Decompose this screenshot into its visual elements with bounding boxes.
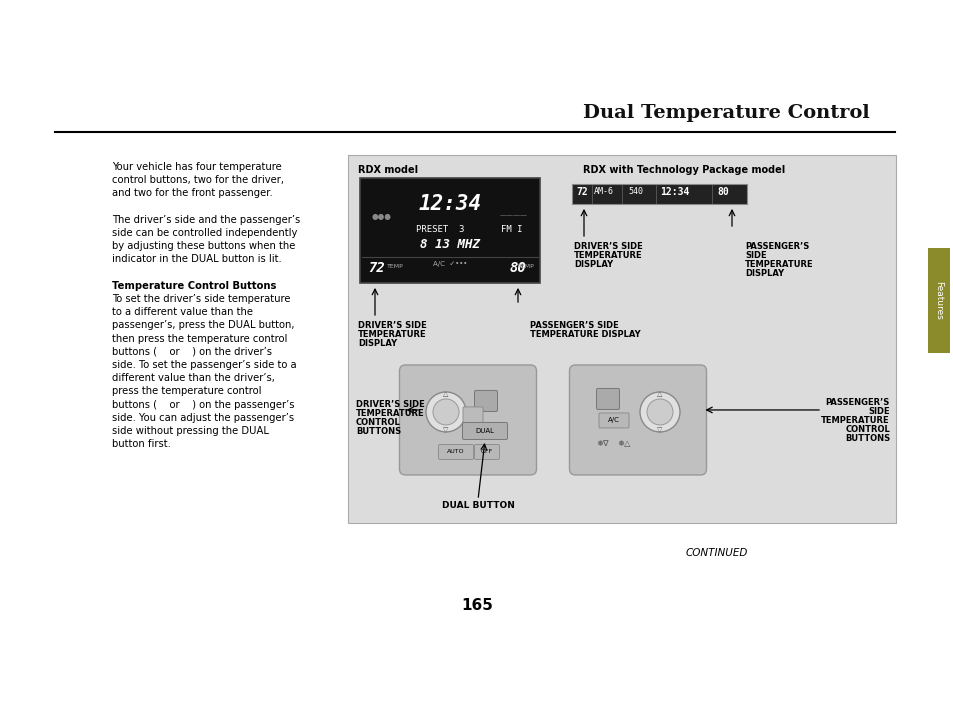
Text: Temperature Control Buttons: Temperature Control Buttons bbox=[112, 280, 276, 291]
Text: A/C  ✓•••: A/C ✓••• bbox=[433, 261, 467, 267]
Text: Features: Features bbox=[934, 281, 943, 320]
Text: BUTTONS: BUTTONS bbox=[844, 434, 889, 443]
FancyBboxPatch shape bbox=[598, 413, 628, 428]
Text: TEMPERATURE: TEMPERATURE bbox=[355, 409, 424, 418]
Text: side. You can adjust the passenger’s: side. You can adjust the passenger’s bbox=[112, 413, 294, 422]
FancyBboxPatch shape bbox=[462, 422, 507, 439]
FancyBboxPatch shape bbox=[596, 388, 618, 410]
Text: ▽: ▽ bbox=[443, 427, 448, 433]
Text: button first.: button first. bbox=[112, 439, 171, 449]
Text: DUAL BUTTON: DUAL BUTTON bbox=[441, 501, 514, 510]
Bar bbox=[927, 248, 949, 353]
FancyBboxPatch shape bbox=[569, 365, 706, 475]
Text: and two for the front passenger.: and two for the front passenger. bbox=[112, 188, 273, 198]
Text: side. To set the passenger’s side to a: side. To set the passenger’s side to a bbox=[112, 360, 296, 370]
Circle shape bbox=[646, 399, 672, 425]
Text: TEMPERATURE: TEMPERATURE bbox=[744, 260, 813, 269]
Text: 12:34: 12:34 bbox=[659, 187, 689, 197]
Text: indicator in the DUAL button is lit.: indicator in the DUAL button is lit. bbox=[112, 254, 281, 264]
Text: Your vehicle has four temperature: Your vehicle has four temperature bbox=[112, 162, 281, 172]
Text: PASSENGER’S: PASSENGER’S bbox=[744, 242, 808, 251]
Text: passenger’s, press the DUAL button,: passenger’s, press the DUAL button, bbox=[112, 320, 294, 330]
Text: 165: 165 bbox=[460, 598, 493, 613]
Text: to a different value than the: to a different value than the bbox=[112, 307, 253, 317]
Text: AM-6: AM-6 bbox=[594, 187, 614, 196]
Text: buttons (    or    ) on the passenger’s: buttons ( or ) on the passenger’s bbox=[112, 400, 294, 410]
Text: CONTROL: CONTROL bbox=[355, 418, 400, 427]
Text: The driver’s side and the passenger’s: The driver’s side and the passenger’s bbox=[112, 215, 300, 225]
Text: ●●●: ●●● bbox=[372, 212, 392, 221]
Text: side can be controlled independently: side can be controlled independently bbox=[112, 228, 297, 238]
Text: DRIVER’S SIDE: DRIVER’S SIDE bbox=[355, 400, 424, 409]
Bar bbox=[572, 184, 746, 204]
Text: side without pressing the DUAL: side without pressing the DUAL bbox=[112, 426, 269, 436]
Text: To set the driver’s side temperature: To set the driver’s side temperature bbox=[112, 294, 291, 304]
Text: △: △ bbox=[443, 391, 448, 397]
Text: TEMP: TEMP bbox=[387, 264, 403, 269]
Text: OFF: OFF bbox=[480, 449, 493, 454]
Text: TEMPERATURE: TEMPERATURE bbox=[821, 416, 889, 425]
Text: Dual Temperature Control: Dual Temperature Control bbox=[582, 104, 869, 122]
FancyBboxPatch shape bbox=[462, 407, 482, 423]
Text: CONTROL: CONTROL bbox=[844, 425, 889, 434]
Text: DISPLAY: DISPLAY bbox=[744, 269, 783, 278]
Text: PASSENGER’S: PASSENGER’S bbox=[825, 398, 889, 407]
Text: DISPLAY: DISPLAY bbox=[574, 260, 613, 269]
Text: A/C: A/C bbox=[607, 417, 619, 423]
Text: AUTO: AUTO bbox=[447, 449, 464, 454]
Text: PASSENGER’S SIDE: PASSENGER’S SIDE bbox=[530, 321, 618, 330]
Text: press the temperature control: press the temperature control bbox=[112, 386, 261, 396]
Text: TEMPERATURE: TEMPERATURE bbox=[357, 330, 426, 339]
Text: TEMPERATURE DISPLAY: TEMPERATURE DISPLAY bbox=[530, 330, 640, 339]
Text: by adjusting these buttons when the: by adjusting these buttons when the bbox=[112, 241, 295, 251]
Text: 80: 80 bbox=[509, 261, 525, 275]
Text: TEMPERATURE: TEMPERATURE bbox=[574, 251, 642, 260]
Text: SIDE: SIDE bbox=[744, 251, 766, 260]
Text: 72: 72 bbox=[576, 187, 587, 197]
Text: DUAL: DUAL bbox=[475, 428, 494, 434]
Text: control buttons, two for the driver,: control buttons, two for the driver, bbox=[112, 175, 284, 185]
Text: △: △ bbox=[657, 391, 662, 397]
FancyBboxPatch shape bbox=[438, 444, 473, 459]
FancyBboxPatch shape bbox=[399, 365, 536, 475]
Text: SIDE: SIDE bbox=[867, 407, 889, 416]
Text: DISPLAY: DISPLAY bbox=[357, 339, 396, 348]
Text: ————: ———— bbox=[499, 212, 527, 218]
Circle shape bbox=[426, 392, 465, 432]
Text: 12:34: 12:34 bbox=[418, 194, 481, 214]
Text: RDX with Technology Package model: RDX with Technology Package model bbox=[582, 165, 784, 175]
Bar bbox=[359, 178, 539, 283]
Text: PRESET  3: PRESET 3 bbox=[416, 225, 464, 234]
Text: RDX model: RDX model bbox=[357, 165, 417, 175]
Bar bbox=[348, 155, 895, 523]
Circle shape bbox=[639, 392, 679, 432]
Text: then press the temperature control: then press the temperature control bbox=[112, 334, 287, 344]
Text: 80: 80 bbox=[717, 187, 728, 197]
Text: CONTINUED: CONTINUED bbox=[685, 548, 747, 558]
Text: 72: 72 bbox=[368, 261, 384, 275]
Text: 540: 540 bbox=[627, 187, 642, 196]
Text: BUTTONS: BUTTONS bbox=[355, 427, 400, 436]
Text: 8 13 MHZ: 8 13 MHZ bbox=[419, 238, 479, 251]
Text: ❅△: ❅△ bbox=[617, 439, 630, 449]
Text: different value than the driver’s,: different value than the driver’s, bbox=[112, 373, 274, 383]
FancyBboxPatch shape bbox=[474, 444, 499, 459]
Text: ▽: ▽ bbox=[657, 427, 662, 433]
Text: ❅∇: ❅∇ bbox=[596, 439, 609, 449]
Circle shape bbox=[433, 399, 458, 425]
Text: TEMP: TEMP bbox=[517, 264, 535, 269]
Text: FM I: FM I bbox=[500, 225, 522, 234]
Text: DRIVER’S SIDE: DRIVER’S SIDE bbox=[574, 242, 642, 251]
FancyBboxPatch shape bbox=[474, 391, 497, 412]
Text: DRIVER’S SIDE: DRIVER’S SIDE bbox=[357, 321, 426, 330]
Text: buttons (    or    ) on the driver’s: buttons ( or ) on the driver’s bbox=[112, 346, 272, 357]
